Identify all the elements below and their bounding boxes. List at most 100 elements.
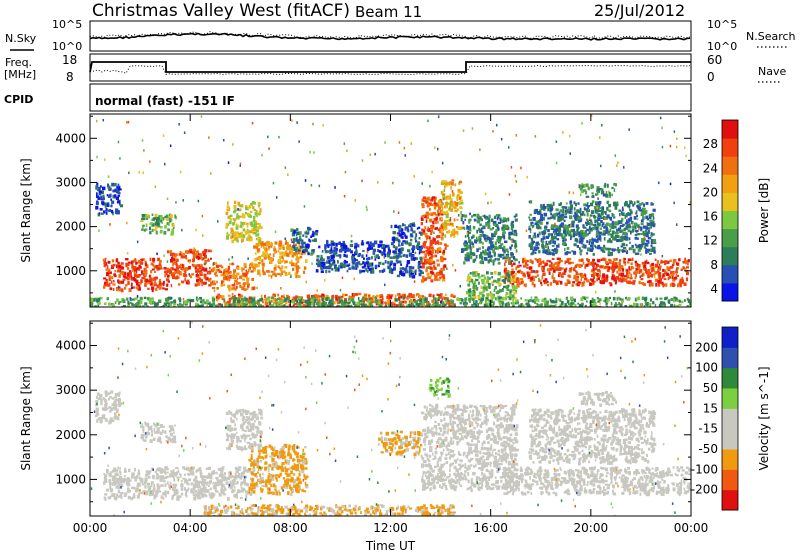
- heatmap-cell: [613, 258, 616, 262]
- heatmap-cell: [410, 142, 412, 145]
- heatmap-cell: [599, 265, 603, 269]
- heatmap-cell: [263, 255, 267, 260]
- heatmap-cell: [367, 265, 370, 270]
- heatmap-cell: [293, 230, 296, 234]
- heatmap-cell: [542, 248, 545, 251]
- heatmap-cell: [515, 266, 518, 270]
- heatmap-cell: [215, 304, 218, 307]
- heatmap-cell: [436, 293, 439, 296]
- heatmap-cell: [265, 302, 269, 306]
- heatmap-cell: [491, 237, 494, 240]
- heatmap-cell: [544, 212, 548, 217]
- heatmap-cell: [111, 209, 114, 214]
- heatmap-cell: [219, 264, 223, 267]
- heatmap-cell: [604, 217, 606, 221]
- heatmap-cell: [422, 245, 425, 248]
- heatmap-cell: [677, 267, 679, 270]
- heatmap-cell: [153, 276, 157, 281]
- heatmap-cell: [463, 244, 467, 247]
- heatmap-cell: [490, 218, 494, 222]
- heatmap-cell: [659, 301, 664, 305]
- heatmap-cell: [461, 248, 464, 251]
- heatmap-cell: [458, 214, 460, 217]
- heatmap-cell: [458, 196, 461, 200]
- heatmap-cell: [564, 224, 567, 229]
- heatmap-cell: [657, 271, 662, 276]
- heatmap-cell: [530, 276, 534, 281]
- heatmap-cell: [515, 258, 518, 261]
- heatmap-cell: [592, 194, 595, 199]
- heatmap-cell: [163, 302, 167, 307]
- heatmap-cell: [256, 227, 260, 230]
- heatmap-cell: [547, 249, 551, 252]
- heatmap-cell: [445, 244, 449, 247]
- heatmap-cell: [233, 282, 236, 286]
- heatmap-cell: [120, 266, 124, 270]
- heatmap-cell: [490, 271, 494, 275]
- heatmap-cell: [550, 300, 554, 304]
- heatmap-cell: [420, 260, 423, 263]
- heatmap-cell: [522, 273, 526, 277]
- heatmap-cell: [351, 298, 355, 302]
- heatmap-cell: [182, 264, 184, 268]
- heatmap-cell: [596, 272, 599, 277]
- heatmap-cell: [125, 258, 129, 261]
- heatmap-cell: [579, 247, 581, 250]
- heatmap-cell: [424, 258, 427, 262]
- heatmap-cell: [366, 208, 368, 211]
- heatmap-cell: [534, 300, 537, 304]
- heatmap-cell: [657, 276, 660, 279]
- heatmap-cell: [164, 270, 168, 273]
- heatmap-cell: [642, 225, 647, 229]
- heatmap-cell: [167, 296, 172, 300]
- heatmap-cell: [150, 262, 154, 266]
- heatmap-cell: [391, 270, 394, 275]
- heatmap-cell: [179, 302, 182, 306]
- heatmap-cell: [469, 212, 471, 216]
- heatmap-cell: [306, 294, 311, 299]
- heatmap-cell: [179, 263, 183, 266]
- heatmap-cell: [282, 252, 285, 257]
- heatmap-cell: [306, 243, 309, 246]
- heatmap-cell: [673, 201, 675, 205]
- heatmap-cell: [511, 240, 513, 243]
- heatmap-cell: [334, 186, 336, 189]
- heatmap-cell: [576, 245, 579, 248]
- heatmap-cell: [669, 283, 672, 287]
- heatmap-cell: [441, 256, 444, 261]
- heatmap-cell: [227, 300, 231, 304]
- heatmap-cell: [285, 301, 288, 305]
- heatmap-cell: [331, 242, 335, 246]
- heatmap-cell: [615, 231, 619, 235]
- heatmap-cell: [460, 201, 464, 205]
- heatmap-cell: [464, 256, 467, 261]
- heatmap-cell: [415, 233, 418, 238]
- heatmap-cell: [111, 259, 115, 263]
- heatmap-cell: [510, 231, 513, 235]
- heatmap-cell: [400, 263, 402, 266]
- heatmap-cell: [599, 215, 603, 218]
- heatmap-cell: [617, 249, 621, 252]
- heatmap-cell: [609, 216, 613, 221]
- heatmap-cell: [595, 219, 599, 223]
- heatmap-cell: [580, 297, 584, 301]
- heatmap-cell: [583, 184, 587, 188]
- heatmap-cell: [598, 298, 602, 302]
- heatmap-cell: [273, 301, 275, 305]
- heatmap-cell: [569, 236, 572, 241]
- heatmap-cell: [489, 228, 493, 231]
- heatmap-cell: [268, 147, 270, 150]
- heatmap-cell: [642, 230, 645, 235]
- heatmap-cell: [165, 217, 169, 221]
- heatmap-cell: [250, 299, 253, 302]
- heatmap-cell: [413, 305, 416, 307]
- heatmap-cell: [361, 305, 363, 307]
- heatmap-cell: [638, 270, 641, 275]
- heatmap-cell: [527, 299, 530, 302]
- heatmap-cell: [249, 303, 253, 307]
- heatmap-cell: [112, 263, 116, 267]
- heatmap-cell: [115, 188, 119, 193]
- heatmap-cell: [590, 185, 595, 189]
- heatmap-cell: [475, 279, 479, 282]
- heatmap-cell: [469, 246, 472, 250]
